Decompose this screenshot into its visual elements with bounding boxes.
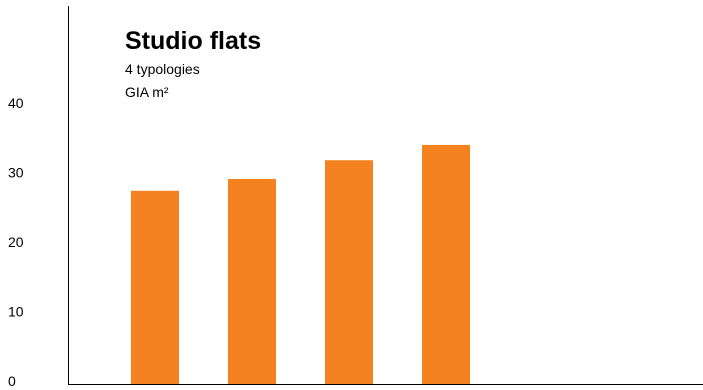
bar-1	[131, 190, 179, 384]
bar-3	[325, 160, 373, 384]
y-tick-label: 10	[8, 304, 24, 320]
chart-unit-label: GIA m²	[125, 84, 169, 100]
bars	[131, 144, 470, 384]
y-tick-label: 30	[8, 165, 24, 181]
chart-subtitle: 4 typologies	[125, 61, 200, 77]
bar-4	[422, 144, 470, 384]
y-axis-ticks: 0 10 20 30 40	[8, 95, 24, 389]
y-tick-label: 20	[8, 234, 24, 250]
y-tick-label: 40	[8, 95, 24, 111]
chart-title: Studio flats	[125, 27, 262, 55]
bar-2	[228, 178, 276, 384]
y-tick-label: 0	[8, 373, 16, 389]
